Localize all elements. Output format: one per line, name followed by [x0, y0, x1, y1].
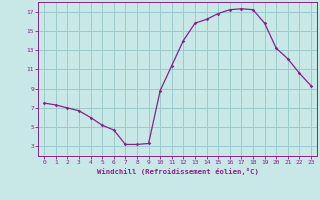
X-axis label: Windchill (Refroidissement éolien,°C): Windchill (Refroidissement éolien,°C)	[97, 168, 259, 175]
